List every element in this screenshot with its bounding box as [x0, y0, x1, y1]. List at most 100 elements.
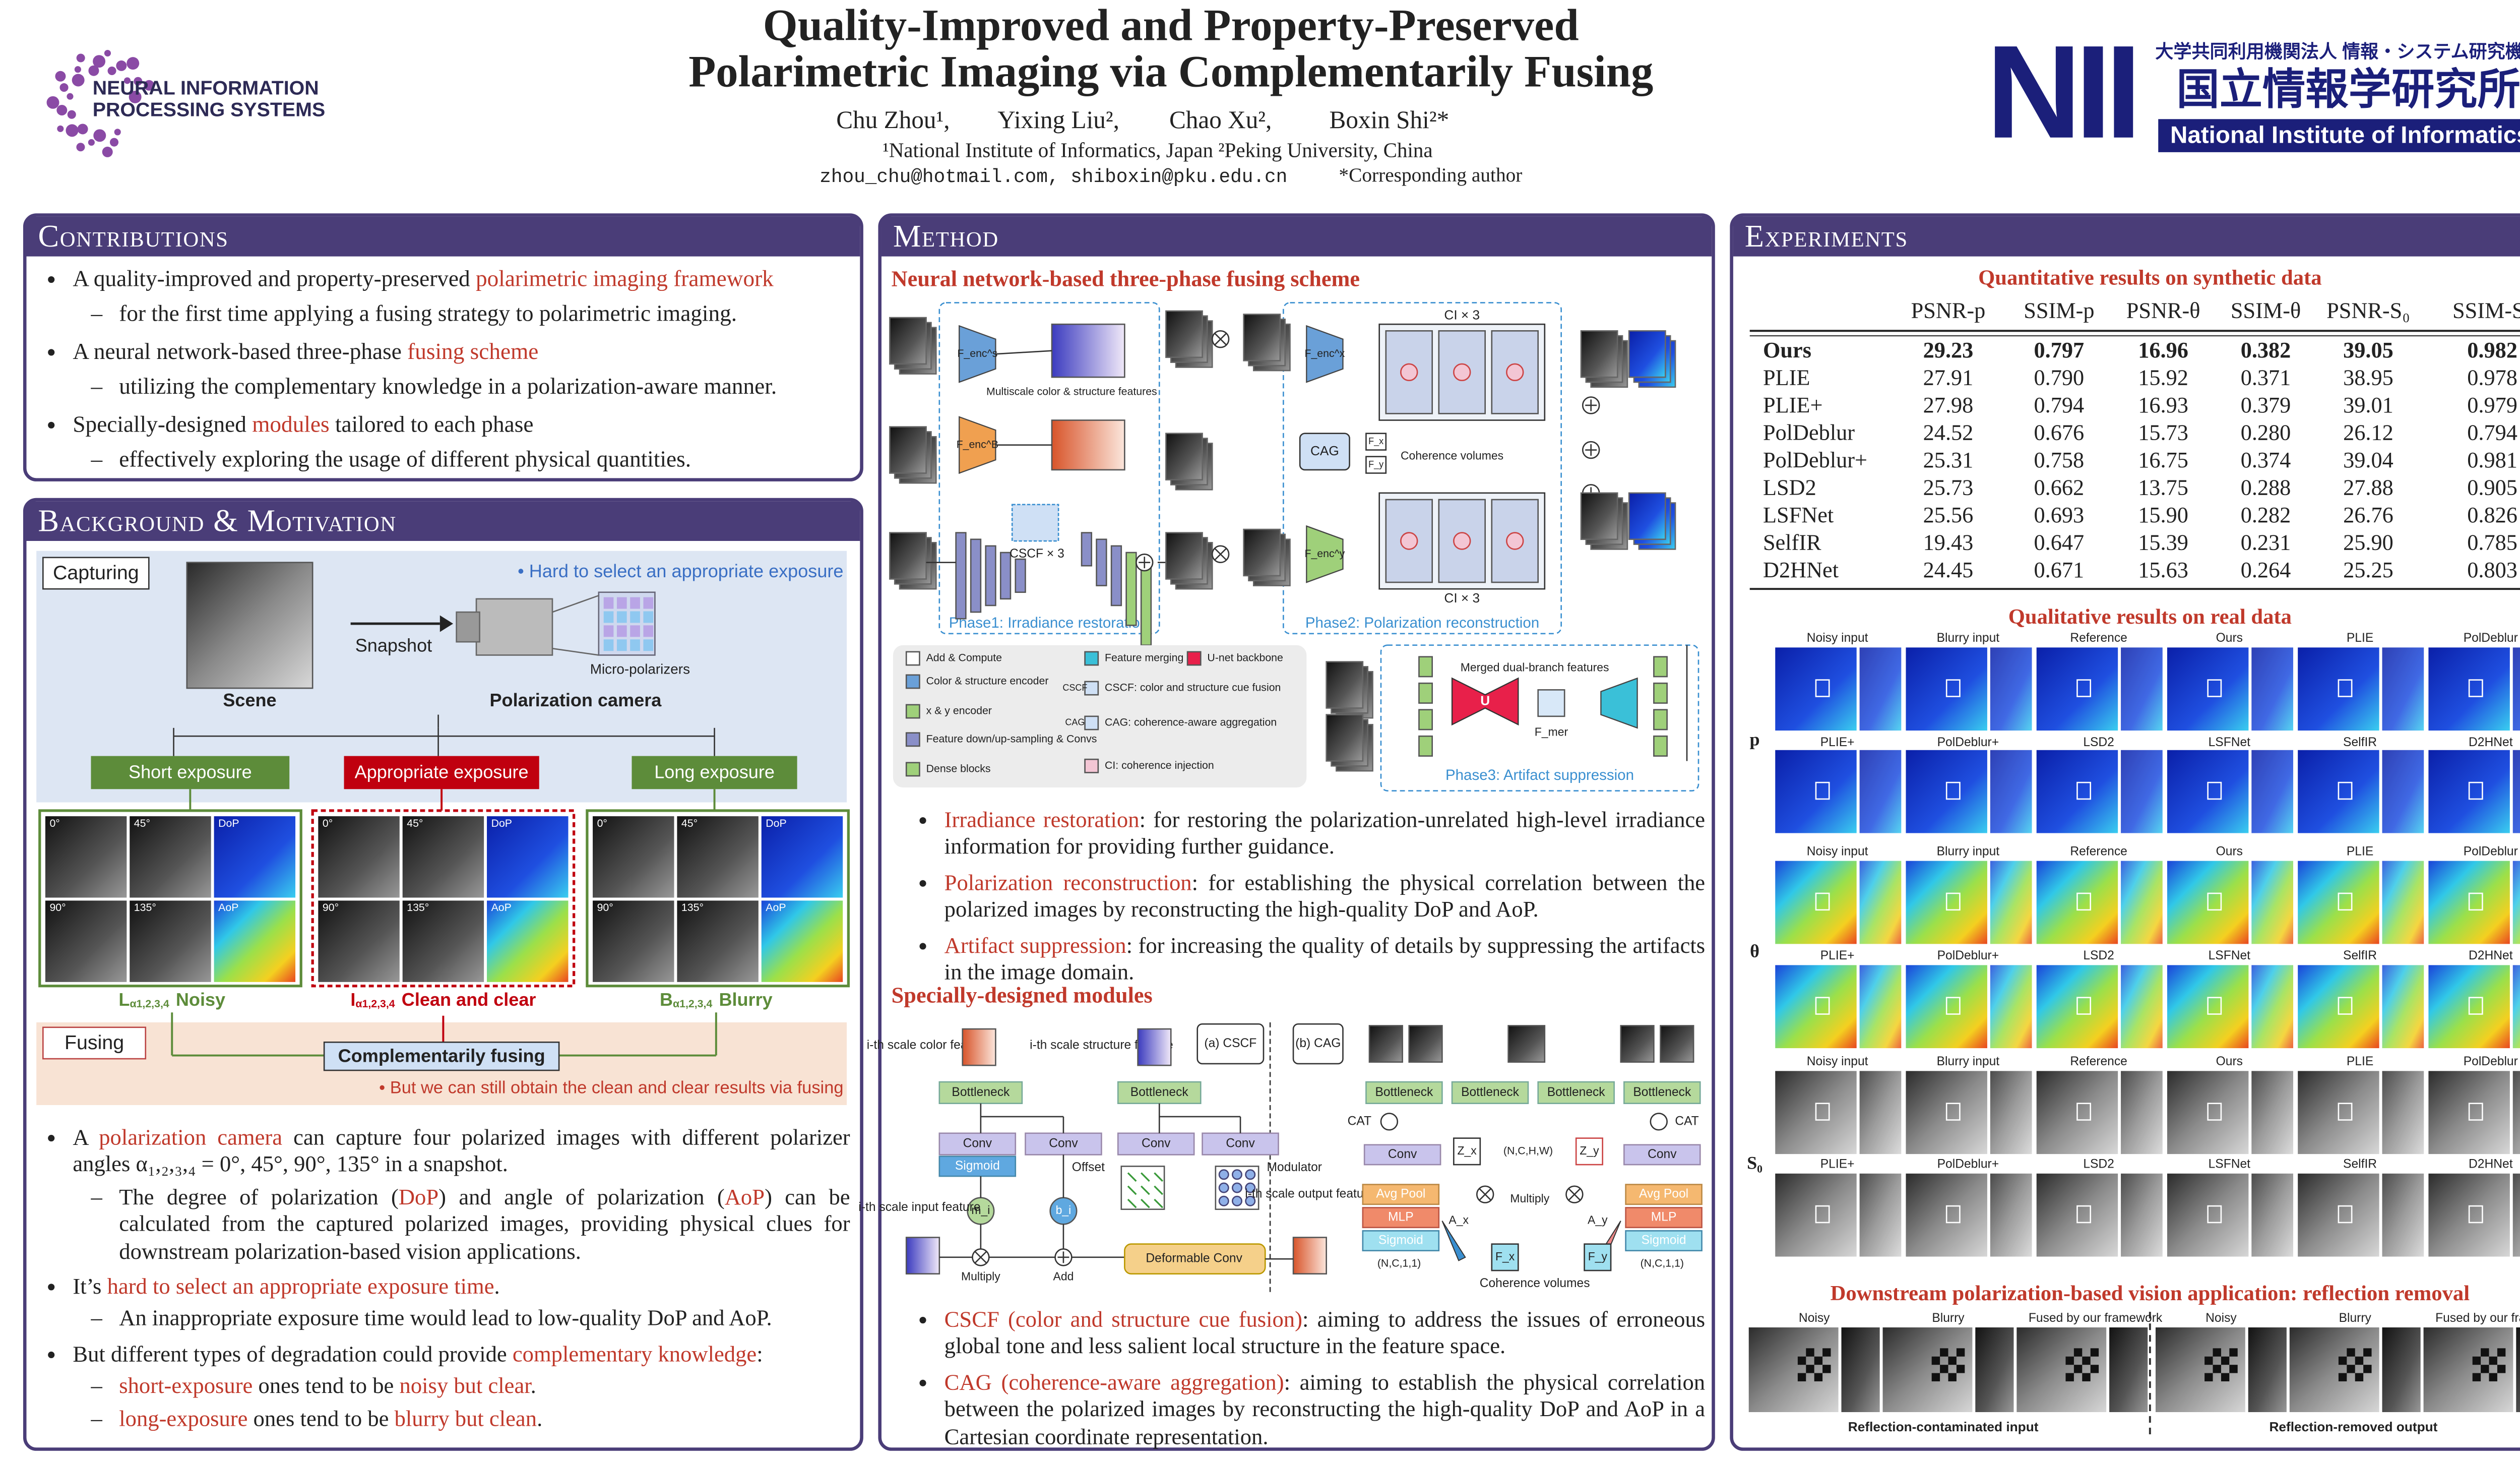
label: CAT: [1675, 1114, 1698, 1128]
label: Multiscale color & structure features: [986, 385, 1157, 397]
symbol: B: [660, 989, 673, 1010]
label: Z_y: [1580, 1144, 1599, 1157]
zoom-image: [2250, 1172, 2295, 1258]
encoder: [1306, 525, 1344, 583]
symbol: L: [118, 989, 130, 1010]
text: ones tend to be: [253, 1373, 400, 1399]
label: DoP: [766, 817, 786, 829]
text: A: [73, 1125, 99, 1150]
image-group: [38, 809, 302, 988]
text: : for establishing the physical correlat…: [944, 870, 1706, 922]
corresponding-note: *Corresponding author: [1339, 164, 1522, 186]
logo-dot: [104, 49, 111, 57]
sub-list: The degree of polarization (DoP) and ang…: [73, 1184, 850, 1266]
table-cell: 27.91: [1923, 366, 1974, 390]
text: :: [757, 1341, 763, 1366]
scene-photo: [186, 562, 313, 689]
table-cell: 0.981: [2467, 448, 2517, 472]
table-cell: 38.95: [2343, 366, 2393, 390]
label: U-net backbone: [1207, 652, 1283, 664]
zoom-marker: [1945, 1205, 1961, 1224]
checker: [1814, 1356, 1823, 1365]
section-title: Method: [881, 216, 1712, 257]
label: Color & structure encoder: [926, 675, 1049, 687]
sigmoid: [1625, 1230, 1703, 1252]
camera: [475, 598, 553, 656]
table-cell: 0.693: [2034, 503, 2085, 527]
label: Reflection-removed output: [2269, 1419, 2437, 1434]
connector: [1568, 1188, 1581, 1201]
label: Noisy input: [1807, 631, 1868, 645]
logo-dot: [56, 104, 68, 115]
zoom-image: [2119, 1069, 2164, 1156]
zoom-image: [2380, 646, 2425, 732]
input-stack: [1243, 528, 1281, 577]
cat-node: [1650, 1113, 1668, 1131]
micro-cell: [643, 611, 654, 623]
zoom-image: [2380, 860, 2425, 945]
table-cell: 0.978: [2467, 366, 2517, 390]
mod-dot: [1245, 1182, 1256, 1193]
bottleneck: [1365, 1081, 1443, 1105]
connector: [552, 595, 599, 613]
arrow-head: [439, 615, 454, 632]
bullet-list: A polarization camera can capture four p…: [43, 1125, 850, 1433]
table-cell: 0.794: [2467, 420, 2517, 445]
offset-arrow: [1141, 1172, 1150, 1182]
caption: Qualitative results on real data: [2008, 605, 2292, 629]
label: 0°: [323, 817, 333, 829]
zoom-image: [1989, 963, 2034, 1050]
zoom-marker: [2076, 1103, 2092, 1121]
label: LSFNet: [2209, 736, 2251, 749]
checker: [2338, 1373, 2347, 1381]
label: Conv: [1142, 1137, 1171, 1150]
bottleneck: [1623, 1081, 1701, 1105]
caption: Quantitative results on synthetic data: [1978, 266, 2321, 289]
label: PolDeblur: [2464, 844, 2518, 858]
sigmoid: [938, 1156, 1017, 1177]
highlight: short-exposure: [119, 1373, 253, 1399]
ci-node: [1506, 532, 1524, 550]
label: CAG: [1310, 443, 1339, 458]
author: Boxin Shi²*: [1330, 106, 1450, 134]
label: Dense blocks: [926, 762, 991, 774]
logo-dot: [88, 65, 99, 76]
label: Sigmoid: [955, 1159, 1000, 1173]
legend-swatch: [1084, 681, 1099, 696]
label: Offset: [1072, 1161, 1105, 1174]
logo-dot: [114, 129, 121, 136]
ci-node: [1506, 363, 1524, 382]
ci-node: [1400, 363, 1418, 382]
feature-box: [1365, 433, 1387, 451]
micro-cell: [616, 625, 627, 637]
label: PolDeblur: [2464, 1055, 2518, 1068]
checker: [2213, 1365, 2221, 1373]
conv: [1117, 1132, 1195, 1156]
label: Fused by our framework: [2435, 1311, 2520, 1325]
label: Short exposure: [129, 762, 252, 782]
text: : aiming to establish the physical corre…: [944, 1369, 1706, 1449]
zoom-marker: [2468, 892, 2483, 911]
contributions-panel: Contributions: [23, 213, 863, 481]
checker: [2363, 1348, 2372, 1357]
label: Reference: [2070, 844, 2127, 858]
dense-block: [1418, 735, 1433, 757]
logo-dot: [55, 71, 66, 82]
conv: [1623, 1144, 1701, 1166]
row-label: θ: [1750, 941, 1759, 961]
row-label: p: [1750, 729, 1760, 749]
label: Ours: [2216, 631, 2243, 645]
checker: [2221, 1373, 2230, 1381]
logo-text: 国立情報学研究所: [2176, 66, 2520, 113]
logo-mark: NII: [1986, 18, 2135, 166]
label: CSCF: [1062, 683, 1087, 693]
table-cell: 0.379: [2241, 393, 2291, 417]
zoom-marker: [2076, 679, 2092, 697]
zoom-image: [2380, 749, 2425, 835]
text: utilizing the complementary knowledge in…: [119, 374, 777, 399]
label: Bottleneck: [1547, 1085, 1606, 1099]
text: : aiming to address the issues of errone…: [944, 1307, 1706, 1359]
zoom-image: [2108, 1326, 2149, 1414]
highlight: Irradiance restoration: [944, 807, 1140, 832]
highlight: Polarization reconstruction: [944, 870, 1192, 895]
